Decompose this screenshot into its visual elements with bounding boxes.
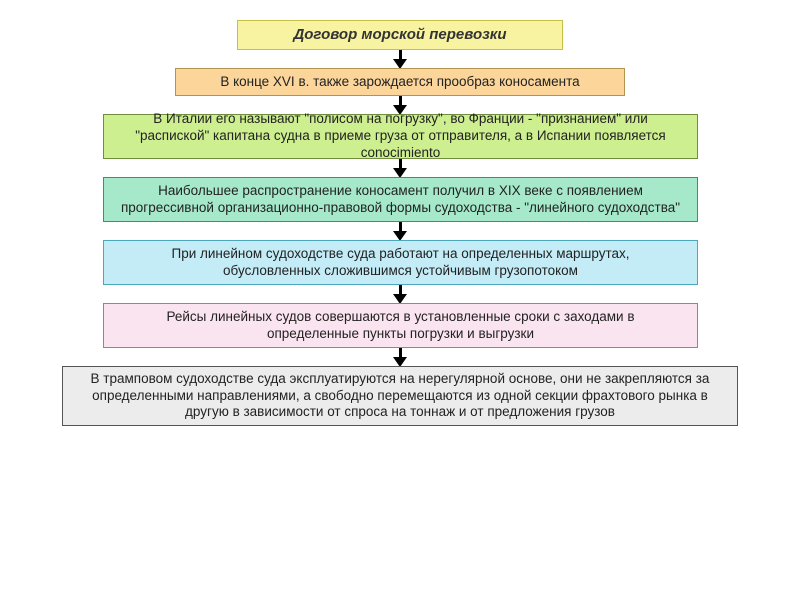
box-step3: Наибольшее распространение коносамент по… (103, 177, 698, 222)
box-step2: В Италии его называют "полисом на погруз… (103, 114, 698, 159)
box-step5: Рейсы линейных судов совершаются в устан… (103, 303, 698, 348)
box-title: Договор морской перевозки (237, 20, 563, 50)
box-step2-text: В Италии его называют "полисом на погруз… (118, 111, 683, 162)
box-step1-text: В конце XVI в. также зарождается прообра… (220, 74, 579, 91)
box-step4: При линейном судоходстве суда работают н… (103, 240, 698, 285)
box-step4-text: При линейном судоходстве суда работают н… (124, 246, 677, 280)
box-step3-text: Наибольшее распространение коносамент по… (118, 183, 683, 217)
box-step6: В трамповом судоходстве суда эксплуатиру… (62, 366, 738, 426)
flowchart-canvas: { "layout": { "canvas_width": 800, "canv… (0, 0, 800, 600)
box-title-text: Договор морской перевозки (293, 26, 506, 45)
box-step6-text: В трамповом судоходстве суда эксплуатиру… (85, 371, 715, 422)
box-step1: В конце XVI в. также зарождается прообра… (175, 68, 625, 96)
box-step5-text: Рейсы линейных судов совершаются в устан… (124, 309, 677, 343)
